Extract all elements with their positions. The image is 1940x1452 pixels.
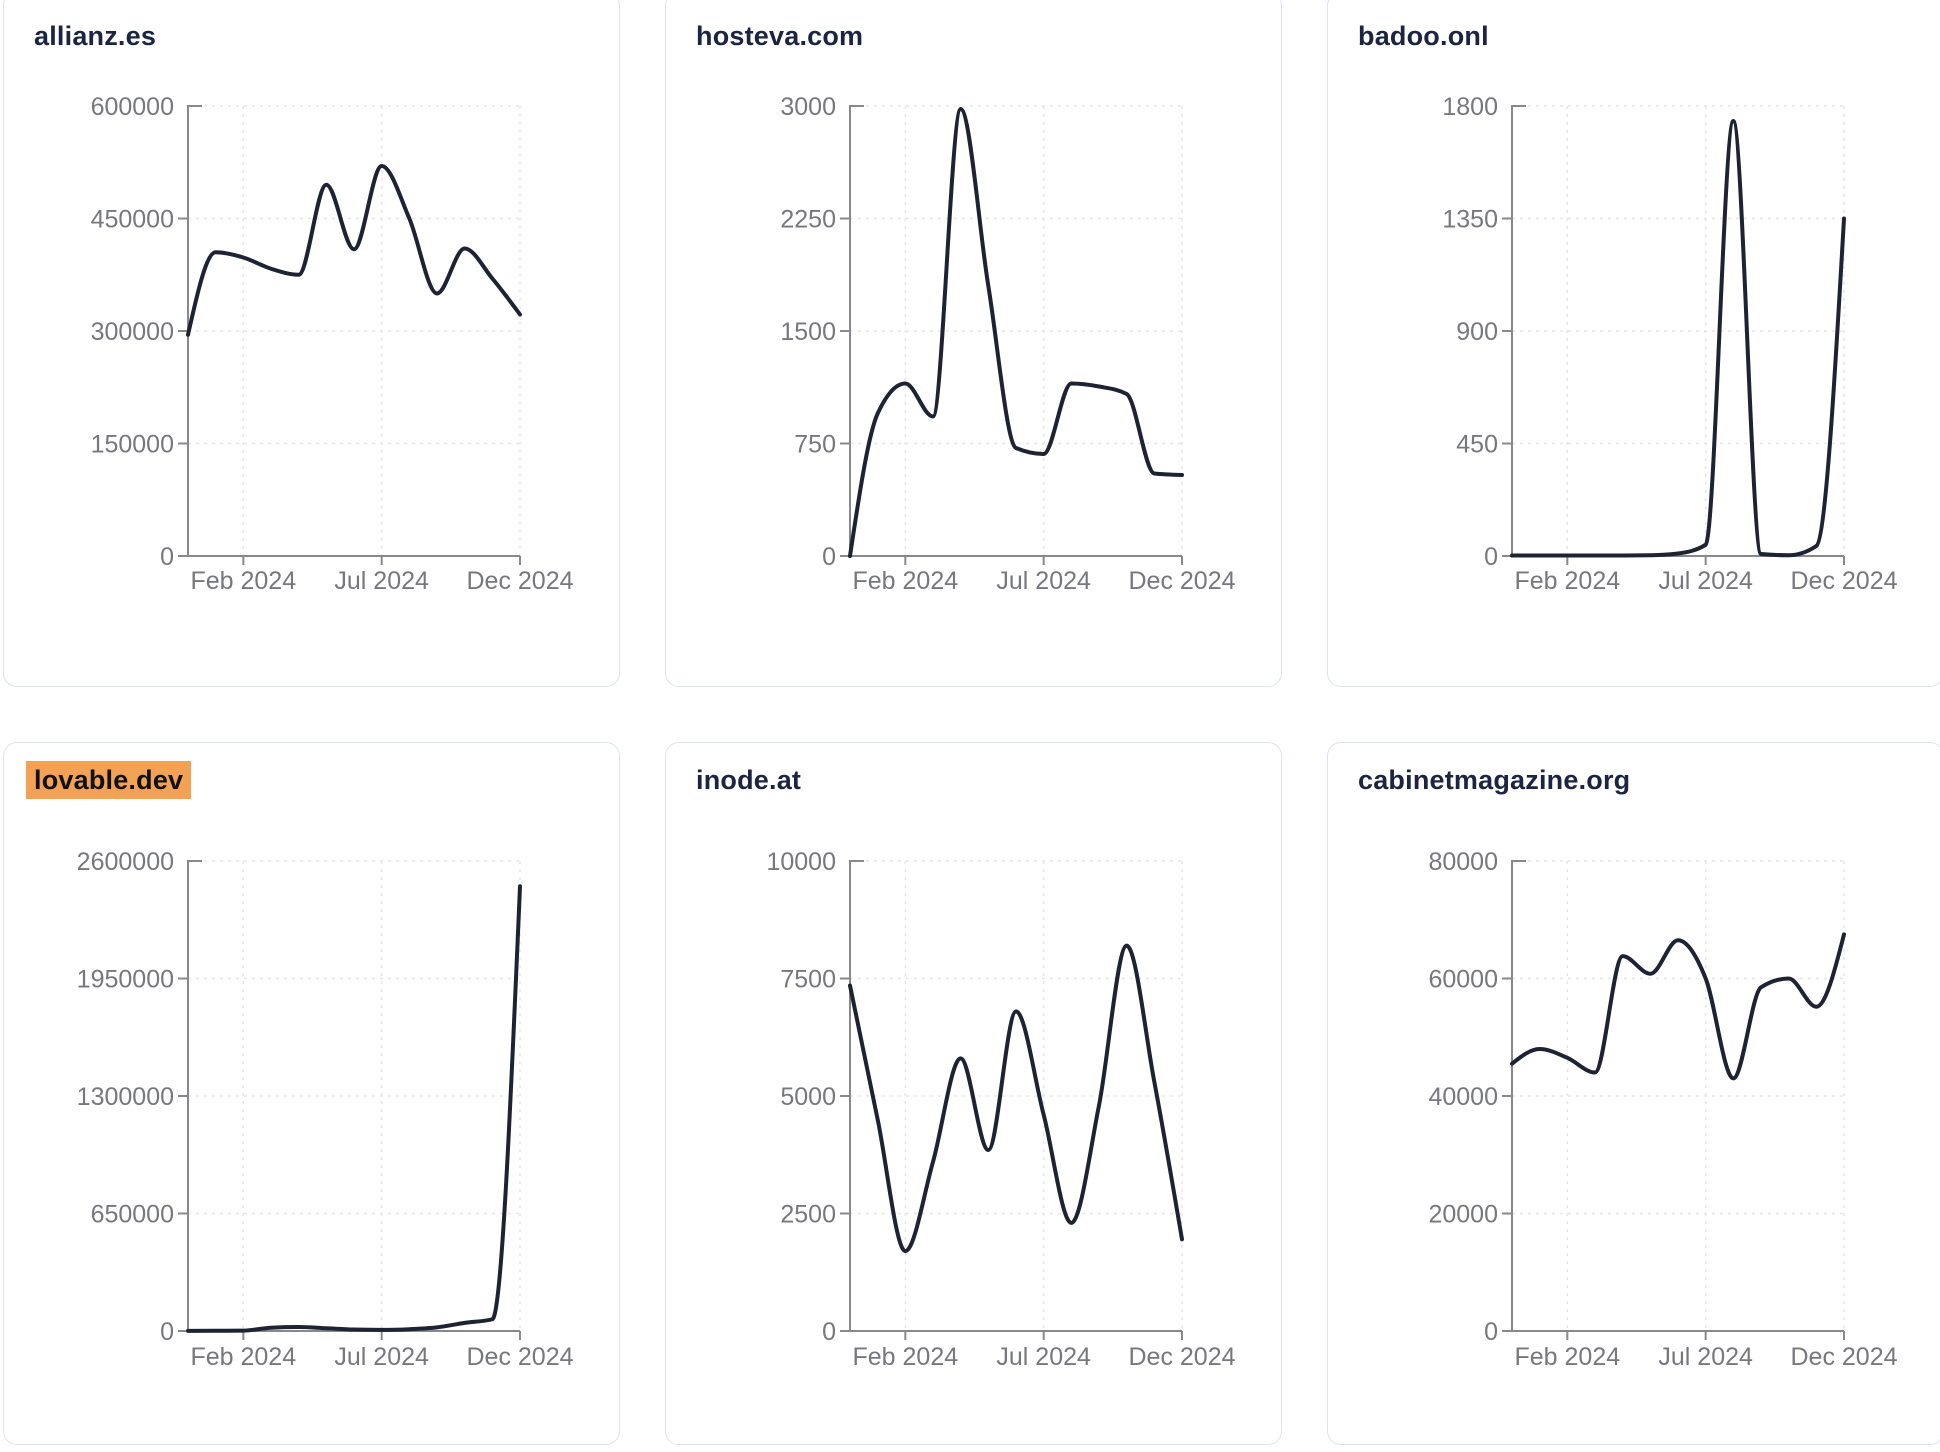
y-tick-label: 10000: [766, 848, 836, 876]
line-chart-hosteva.com: 0 750 1500 2250 3000 Feb 2024 Jul 2024 Dec 2024: [780, 93, 1236, 595]
y-tick-label: 0: [822, 1318, 836, 1346]
y-tick-label: 1300000: [77, 1083, 174, 1111]
x-tick-label: Jul 2024: [996, 567, 1091, 595]
gridlines: [1512, 860, 1845, 1331]
x-tick-label: Dec 2024: [466, 567, 573, 595]
y-tick-label: 650000: [91, 1201, 174, 1229]
chart-card-lovable.dev: lovable.dev 0 650000 1300000 1950000 2600000 F…: [3, 742, 620, 1445]
chart-title-text: cabinetmagazine.org: [1358, 765, 1631, 795]
x-axis: Feb 2024 Jul 2024 Dec 2024: [188, 555, 574, 595]
y-axis: 0 150000 300000 450000 600000: [91, 93, 202, 571]
x-tick-label: Feb 2024: [853, 1343, 959, 1371]
y-tick-label: 0: [1484, 543, 1498, 571]
x-tick-label: Feb 2024: [1515, 1343, 1621, 1371]
x-tick-label: Dec 2024: [1790, 567, 1897, 595]
series-line: [1510, 932, 1846, 1081]
x-axis: Feb 2024 Jul 2024 Dec 2024: [850, 555, 1236, 595]
y-tick-label: 1350: [1442, 206, 1498, 234]
series-line: [186, 884, 522, 1333]
chart-title: lovable.dev: [26, 761, 192, 799]
chart-card-inode.at: inode.at 0 2500 5000 7500 10000 Feb 2024 Jul 20…: [665, 742, 1282, 1445]
chart-title-text-highlighted: lovable.dev: [26, 761, 192, 799]
x-tick-label: Jul 2024: [1658, 1343, 1753, 1371]
y-axis: 0 20000 40000 60000 80000: [1428, 848, 1526, 1346]
y-tick-label: 0: [160, 543, 174, 571]
x-tick-label: Feb 2024: [853, 567, 959, 595]
y-tick-label: 3000: [780, 93, 836, 121]
y-tick-label: 2600000: [77, 848, 174, 876]
chart-title-text: inode.at: [696, 765, 802, 795]
chart-title: allianz.es: [34, 21, 156, 52]
chart-card-cabinetmagazine.org: cabinetmagazine.org 0 20000 40000 60000 80000…: [1327, 742, 1940, 1445]
y-axis: 0 450 900 1350 1800: [1442, 93, 1526, 571]
y-tick-label: 40000: [1428, 1083, 1498, 1111]
y-tick-label: 0: [160, 1318, 174, 1346]
x-tick-label: Jul 2024: [334, 1343, 429, 1371]
line-chart-lovable.dev: 0 650000 1300000 1950000 2600000 Feb 2024 Jul …: [77, 848, 574, 1371]
gridlines: [188, 105, 521, 556]
y-tick-label: 20000: [1428, 1201, 1498, 1229]
chart-card-allianz.es: allianz.es 0 150000 300000 450000 600000 Feb 2…: [3, 0, 620, 687]
y-tick-label: 5000: [780, 1083, 836, 1111]
x-tick-label: Jul 2024: [334, 567, 429, 595]
chart-title: inode.at: [696, 765, 801, 796]
series-line: [1510, 119, 1846, 558]
gridlines: [850, 860, 1183, 1331]
x-tick-label: Feb 2024: [191, 567, 297, 595]
y-tick-label: 0: [822, 543, 836, 571]
y-tick-label: 750: [794, 431, 836, 459]
chart-title: cabinetmagazine.org: [1358, 765, 1630, 796]
line-chart-allianz.es: 0 150000 300000 450000 600000 Feb 2024 Jul 202…: [91, 93, 574, 595]
x-axis: Feb 2024 Jul 2024 Dec 2024: [188, 1330, 574, 1371]
y-tick-label: 2500: [780, 1201, 836, 1229]
chart-card-badoo.onl: badoo.onl 0 450 900 1350 1800 Feb 2024 Jul 2024…: [1327, 0, 1940, 687]
gridlines: [850, 105, 1183, 556]
x-tick-label: Jul 2024: [996, 1343, 1091, 1371]
chart-card-hosteva.com: hosteva.com 0 750 1500 2250 3000 Feb 2024 Jul 2…: [665, 0, 1282, 687]
y-tick-label: 600000: [91, 93, 174, 121]
x-tick-label: Dec 2024: [1128, 567, 1235, 595]
chart-title: hosteva.com: [696, 21, 863, 52]
y-axis: 0 750 1500 2250 3000: [780, 93, 864, 571]
y-tick-label: 300000: [91, 318, 174, 346]
y-tick-label: 1950000: [77, 966, 174, 994]
series-line: [848, 107, 1184, 558]
chart-title: badoo.onl: [1358, 21, 1489, 52]
y-tick-label: 80000: [1428, 848, 1498, 876]
y-tick-label: 1800: [1442, 93, 1498, 121]
y-tick-label: 0: [1484, 1318, 1498, 1346]
y-tick-label: 60000: [1428, 966, 1498, 994]
y-tick-label: 450000: [91, 206, 174, 234]
x-tick-label: Feb 2024: [191, 1343, 297, 1371]
x-axis: Feb 2024 Jul 2024 Dec 2024: [1512, 555, 1898, 595]
gridlines: [188, 860, 521, 1331]
y-tick-label: 900: [1456, 318, 1498, 346]
y-tick-label: 7500: [780, 966, 836, 994]
x-tick-label: Feb 2024: [1515, 567, 1621, 595]
y-tick-label: 1500: [780, 318, 836, 346]
x-axis: Feb 2024 Jul 2024 Dec 2024: [850, 1330, 1236, 1371]
chart-title-text: hosteva.com: [696, 21, 864, 51]
y-tick-label: 450: [1456, 431, 1498, 459]
x-tick-label: Dec 2024: [466, 1343, 573, 1371]
series-line: [848, 943, 1184, 1254]
y-axis: 0 650000 1300000 1950000 2600000: [77, 848, 202, 1346]
line-chart-cabinetmagazine.org: 0 20000 40000 60000 80000 Feb 2024 Jul 2024 Dec…: [1428, 848, 1898, 1371]
y-axis: 0 2500 5000 7500 10000: [766, 848, 864, 1346]
y-tick-label: 150000: [91, 431, 174, 459]
line-chart-badoo.onl: 0 450 900 1350 1800 Feb 2024 Jul 2024 Dec 2024: [1442, 93, 1898, 595]
series-line: [186, 164, 522, 337]
chart-title-text: allianz.es: [34, 21, 157, 51]
chart-title-text: badoo.onl: [1358, 21, 1489, 51]
x-tick-label: Dec 2024: [1128, 1343, 1235, 1371]
gridlines: [1512, 105, 1845, 556]
x-axis: Feb 2024 Jul 2024 Dec 2024: [1512, 1330, 1898, 1371]
x-tick-label: Jul 2024: [1658, 567, 1753, 595]
y-tick-label: 2250: [780, 206, 836, 234]
line-chart-inode.at: 0 2500 5000 7500 10000 Feb 2024 Jul 2024 Dec 20…: [766, 848, 1236, 1371]
x-tick-label: Dec 2024: [1790, 1343, 1897, 1371]
